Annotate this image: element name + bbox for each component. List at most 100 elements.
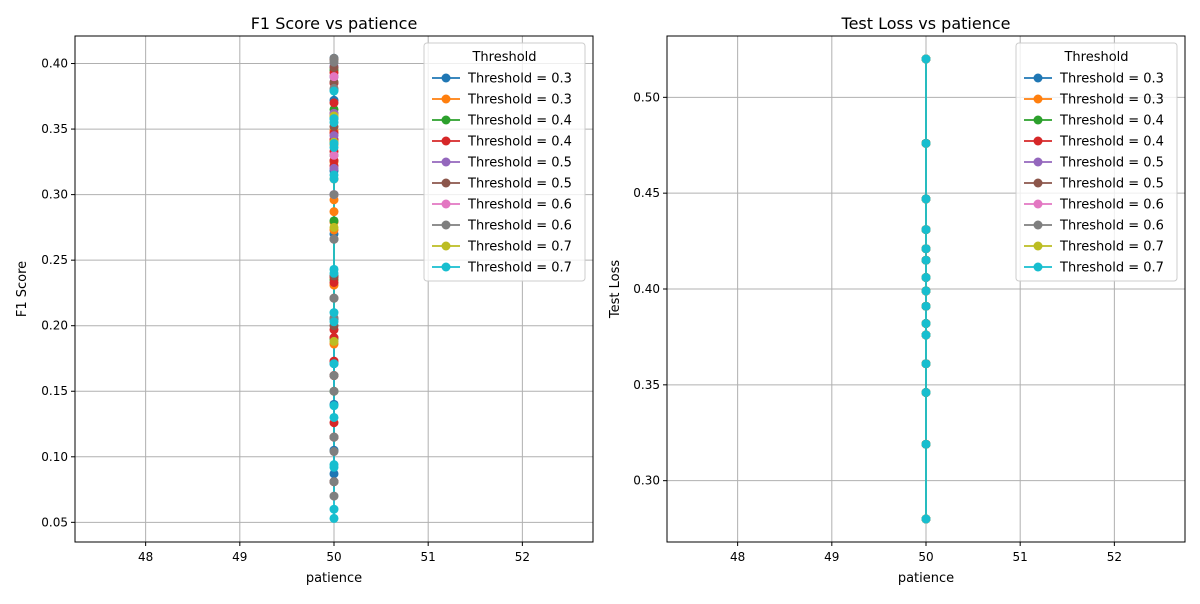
data-point <box>329 72 339 82</box>
loss-x-axis-label: patience <box>898 571 954 586</box>
legend-entry-label: Threshold = 0.3 <box>467 72 572 87</box>
f1-legend: Threshold Threshold = 0.3 Threshold = 0.3 T… <box>423 42 586 282</box>
legend-entry-label: Threshold = 0.4 <box>467 135 572 150</box>
f1-chart-title: F1 Score vs patience <box>251 14 418 33</box>
test-loss-panel: Test Loss vs patience patience Test Loss… <box>608 14 1186 586</box>
legend-entry-label: Threshold = 0.4 <box>1059 135 1164 150</box>
legend-entry-label: Threshold = 0.7 <box>467 261 572 276</box>
f1-score-panel: F1 Score vs patience patience F1 Score 4… <box>15 14 594 586</box>
data-point <box>329 222 339 232</box>
data-point <box>921 514 931 524</box>
y-tick-label: 0.20 <box>41 319 68 333</box>
data-point <box>329 460 339 470</box>
loss-legend: Threshold Threshold = 0.3 Threshold = 0.3 T… <box>1015 42 1178 282</box>
legend-entry-label: Threshold = 0.5 <box>467 177 572 192</box>
y-tick-label: 0.10 <box>41 450 68 464</box>
legend-box <box>1015 42 1178 282</box>
legend-entry-label: Threshold = 0.7 <box>1059 261 1164 276</box>
data-point <box>329 190 339 200</box>
legend-swatch-marker <box>1033 220 1043 230</box>
legend-swatch-marker <box>1033 262 1043 272</box>
loss-chart-title: Test Loss vs patience <box>841 14 1011 33</box>
x-tick-label: 48 <box>730 550 745 564</box>
data-point <box>329 293 339 303</box>
data-point <box>329 114 339 124</box>
f1-x-axis-label: patience <box>306 571 362 586</box>
x-tick-label: 50 <box>326 550 341 564</box>
data-point <box>921 138 931 148</box>
y-tick-label: 0.45 <box>633 186 660 200</box>
x-tick-label: 51 <box>421 550 436 564</box>
data-point <box>921 439 931 449</box>
legend-entry-label: Threshold = 0.6 <box>467 198 572 213</box>
data-point <box>329 317 339 327</box>
legend-entry-label: Threshold = 0.5 <box>1059 156 1164 171</box>
legend-swatch-marker <box>441 178 451 188</box>
data-point <box>921 255 931 265</box>
legend-entry-label: Threshold = 0.3 <box>1059 93 1164 108</box>
data-point <box>329 491 339 501</box>
y-tick-label: 0.50 <box>633 90 660 104</box>
legend-swatch-marker <box>1033 136 1043 146</box>
data-point <box>329 477 339 487</box>
legend-swatch-marker <box>1033 157 1043 167</box>
loss-y-axis-label: Test Loss <box>608 260 623 319</box>
data-point <box>329 53 339 63</box>
legend-swatch-marker <box>441 199 451 209</box>
data-point <box>329 163 339 173</box>
data-point <box>329 138 339 148</box>
y-tick-label: 0.40 <box>633 282 660 296</box>
f1-axis-ticks: 48 49 50 51 52 0.05 0.10 0.15 0.20 0.25 0.30 0.35 0.… <box>41 57 530 564</box>
legend-swatch-marker <box>1033 241 1043 251</box>
legend-entry-label: Threshold = 0.5 <box>467 156 572 171</box>
x-tick-label: 49 <box>824 550 839 564</box>
legend-entry-label: Threshold = 0.3 <box>467 93 572 108</box>
f1-y-axis-label: F1 Score <box>15 261 30 317</box>
data-point <box>329 308 339 318</box>
data-point <box>921 194 931 204</box>
data-point <box>329 131 339 141</box>
data-point <box>921 54 931 64</box>
x-tick-label: 51 <box>1013 550 1028 564</box>
legend-swatch-marker <box>441 157 451 167</box>
legend-swatch-marker <box>1033 73 1043 83</box>
y-tick-label: 0.30 <box>41 188 68 202</box>
legend-title: Threshold <box>471 50 536 65</box>
legend-swatch-marker <box>1033 199 1043 209</box>
x-tick-label: 52 <box>515 550 530 564</box>
data-point <box>329 264 339 274</box>
data-point <box>329 469 339 479</box>
data-point <box>921 330 931 340</box>
data-point <box>921 244 931 254</box>
legend-box <box>423 42 586 282</box>
legend-swatch-marker <box>441 262 451 272</box>
loss-axis-ticks: 48 49 50 51 52 0.30 0.35 0.40 0.45 0.50 <box>633 90 1122 564</box>
data-point <box>921 301 931 311</box>
y-tick-label: 0.30 <box>633 474 660 488</box>
data-point <box>921 273 931 282</box>
data-point <box>329 98 339 108</box>
y-tick-label: 0.25 <box>41 253 68 267</box>
data-point <box>921 319 931 328</box>
f1-series-markers <box>329 53 339 523</box>
legend-swatch-marker <box>441 136 451 146</box>
legend-swatch-marker <box>1033 178 1043 188</box>
legend-swatch-marker <box>441 115 451 125</box>
legend-entry-label: Threshold = 0.4 <box>467 114 572 129</box>
data-point <box>329 401 339 411</box>
legend-swatch-marker <box>441 220 451 230</box>
x-tick-label: 50 <box>918 550 933 564</box>
y-tick-label: 0.35 <box>41 122 68 136</box>
data-point <box>329 234 339 244</box>
legend-entry-label: Threshold = 0.5 <box>1059 177 1164 192</box>
data-point <box>329 150 339 160</box>
loss-series-markers <box>921 54 931 524</box>
data-point <box>329 447 339 457</box>
data-point <box>329 336 339 346</box>
y-tick-label: 0.15 <box>41 384 68 398</box>
legend-title: Threshold <box>1063 50 1128 65</box>
data-point <box>921 286 931 296</box>
x-tick-label: 48 <box>138 550 153 564</box>
data-point <box>329 412 339 422</box>
